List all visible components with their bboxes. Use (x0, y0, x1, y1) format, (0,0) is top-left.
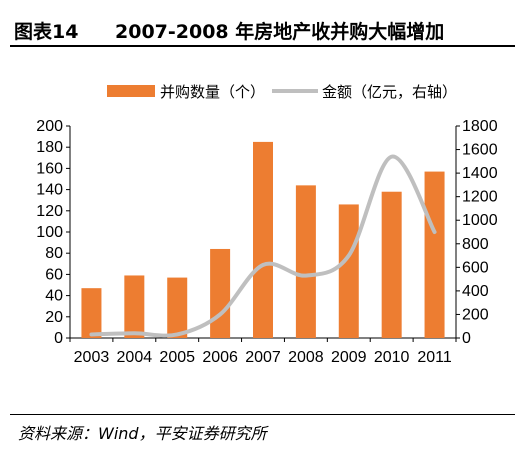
bar (339, 204, 359, 338)
y-left-tick-label: 160 (36, 160, 63, 177)
y-left-tick-label: 140 (36, 182, 63, 199)
y-left-tick-label: 80 (45, 245, 63, 262)
footer-rule (10, 414, 515, 415)
legend-swatch-bar (107, 85, 155, 97)
y-left-tick-label: 20 (45, 309, 63, 326)
y-right-tick-label: 1400 (462, 165, 498, 182)
x-tick-label: 2010 (374, 349, 410, 366)
bar (296, 185, 316, 338)
bar (382, 192, 402, 338)
bar (425, 172, 445, 338)
y-right-tick-label: 400 (462, 283, 489, 300)
x-tick-label: 2003 (74, 349, 110, 366)
legend: 并购数量（个） 金额（亿元，右轴） (107, 83, 457, 101)
y-left-tick-label: 60 (45, 266, 63, 283)
y-left-tick-label: 120 (36, 203, 63, 220)
bar (124, 275, 144, 338)
y-left-tick-label: 100 (36, 224, 63, 241)
x-tick-label: 2004 (117, 349, 153, 366)
x-tick-label: 2009 (331, 349, 367, 366)
y-right-tick-label: 800 (462, 236, 489, 253)
y-right-tick-label: 200 (462, 306, 489, 323)
y-right-tick-label: 0 (462, 330, 471, 347)
bar (167, 278, 187, 338)
legend-label-bar: 并购数量（个） (160, 83, 265, 101)
legend-label-line: 金额（亿元，右轴） (322, 83, 457, 101)
x-tick-label: 2008 (288, 349, 324, 366)
y-right-tick-label: 1200 (462, 189, 498, 206)
source-note: 资料来源：Wind，平安证券研究所 (18, 420, 267, 444)
bar (210, 249, 230, 338)
y-left-tick-label: 180 (36, 139, 63, 156)
x-tick-label: 2006 (202, 349, 238, 366)
y-right-tick-label: 1800 (462, 118, 498, 135)
bar (81, 288, 101, 338)
x-tick-label: 2007 (245, 349, 281, 366)
y-right-tick-label: 1600 (462, 142, 498, 159)
y-left-tick-label: 200 (36, 118, 63, 135)
x-tick-label: 2011 (417, 349, 452, 366)
y-right-tick-label: 1000 (462, 212, 498, 229)
x-tick-label: 2005 (159, 349, 195, 366)
y-left-tick-label: 0 (54, 330, 63, 347)
y-left-tick-label: 40 (45, 288, 63, 305)
y-right-tick-label: 600 (462, 259, 489, 276)
bar (253, 142, 273, 338)
bar-series (81, 142, 444, 338)
